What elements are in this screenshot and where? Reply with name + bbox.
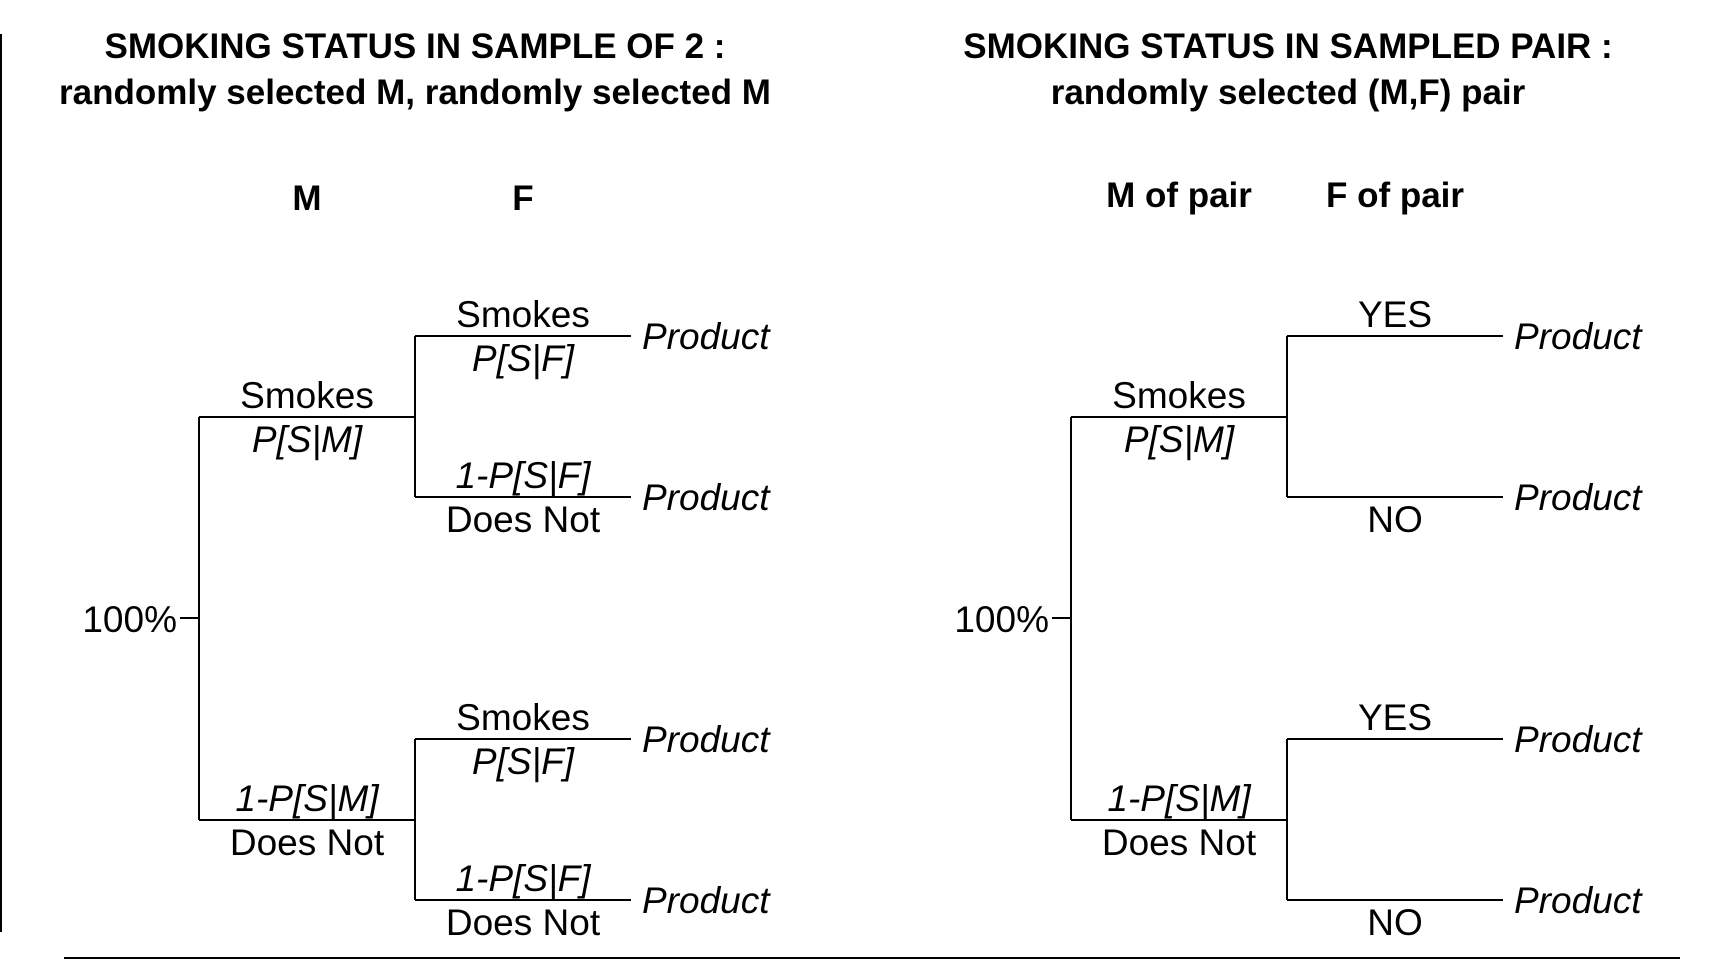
right-col-header-f: F of pair xyxy=(1326,176,1464,215)
left-upper-branch-prob: P[S|M] xyxy=(252,419,363,460)
right-col-header-m: M of pair xyxy=(1106,176,1252,215)
left-upper-no-prob: 1-P[S|F] xyxy=(455,455,591,496)
right-lower-no-label: NO xyxy=(1367,902,1423,943)
right-lower-branch-prob: 1-P[S|M] xyxy=(1107,778,1251,819)
right-upper-branch-prob: P[S|M] xyxy=(1124,419,1235,460)
left-col-header-m: M xyxy=(292,179,321,218)
right-upper-yes-label: YES xyxy=(1358,294,1432,335)
right-lower-yes-product: Product xyxy=(1514,719,1643,760)
left-upper-yes-prob: P[S|F] xyxy=(472,338,575,379)
left-upper-no-label: Does Not xyxy=(446,499,601,540)
left-lower-no-prob: 1-P[S|F] xyxy=(455,858,591,899)
left-root-label: 100% xyxy=(82,599,177,640)
right-upper-no-product: Product xyxy=(1514,477,1643,518)
left-lower-no-product: Product xyxy=(642,880,771,921)
right-title-line1: SMOKING STATUS IN SAMPLED PAIR : xyxy=(963,27,1612,66)
right-root-label: 100% xyxy=(954,599,1049,640)
left-lower-yes-prob: P[S|F] xyxy=(472,741,575,782)
left-col-header-f: F xyxy=(512,179,533,218)
right-lower-yes-label: YES xyxy=(1358,697,1432,738)
left-panel: SMOKING STATUS IN SAMPLE OF 2 : randomly… xyxy=(59,27,771,943)
left-lower-branch-label: Does Not xyxy=(230,822,385,863)
right-upper-yes-product: Product xyxy=(1514,316,1643,357)
left-lower-yes-product: Product xyxy=(642,719,771,760)
right-lower-branch-label: Does Not xyxy=(1102,822,1257,863)
left-upper-yes-product: Product xyxy=(642,316,771,357)
left-lower-no-label: Does Not xyxy=(446,902,601,943)
right-lower-no-product: Product xyxy=(1514,880,1643,921)
left-title-line2: randomly selected M, randomly selected M xyxy=(59,73,771,112)
right-upper-branch-label: Smokes xyxy=(1112,375,1246,416)
left-upper-yes-label: Smokes xyxy=(456,294,590,335)
right-upper-no-label: NO xyxy=(1367,499,1423,540)
left-lower-yes-label: Smokes xyxy=(456,697,590,738)
left-title-line1: SMOKING STATUS IN SAMPLE OF 2 : xyxy=(105,27,726,66)
right-panel: SMOKING STATUS IN SAMPLED PAIR : randoml… xyxy=(954,27,1643,943)
right-title-line2: randomly selected (M,F) pair xyxy=(1051,73,1526,112)
left-lower-branch-prob: 1-P[S|M] xyxy=(235,778,379,819)
left-upper-branch-label: Smokes xyxy=(240,375,374,416)
left-upper-no-product: Product xyxy=(642,477,771,518)
